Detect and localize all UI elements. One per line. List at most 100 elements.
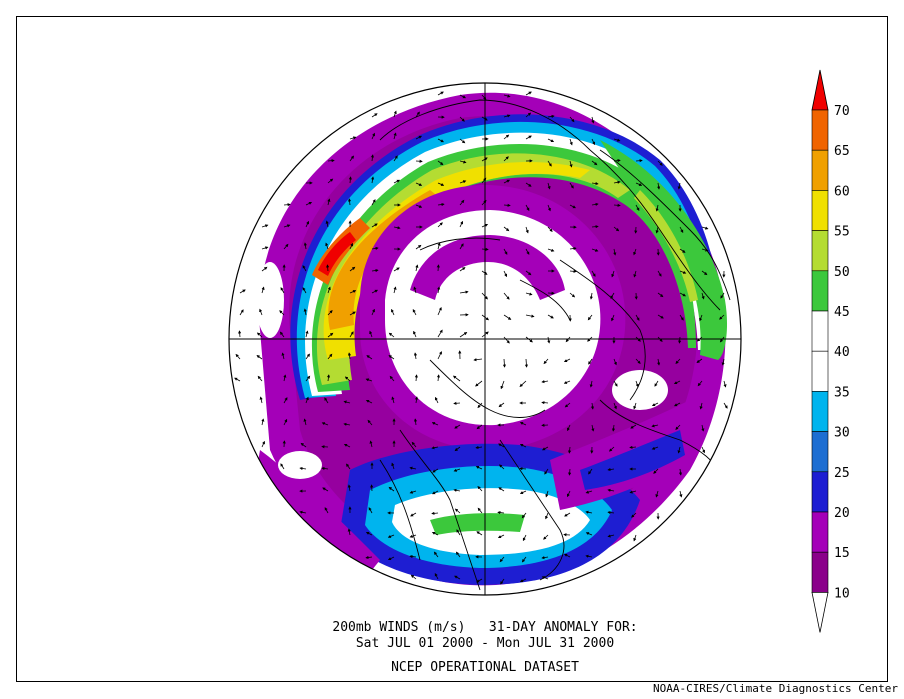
wind-arrow <box>459 160 467 164</box>
colorbar-label: 30 <box>834 426 850 441</box>
wind-arrow <box>413 286 417 294</box>
wind-arrow <box>349 266 356 272</box>
wind-arrow <box>629 445 637 449</box>
wind-arrow <box>371 268 379 273</box>
wind-arrow <box>300 442 307 448</box>
colorbar-label: 35 <box>834 385 850 400</box>
wind-arrow <box>657 292 664 298</box>
wind-arrow <box>305 375 311 382</box>
wind-arrow <box>371 308 375 316</box>
wind-arrow <box>454 575 461 580</box>
wind-arrow <box>525 91 532 96</box>
colorbar-label: 50 <box>834 265 850 280</box>
wind-arrow <box>371 199 376 206</box>
wind-arrow <box>477 486 483 492</box>
wind-arrow <box>567 424 571 432</box>
wind-arrow <box>346 463 351 470</box>
wind-arrow <box>389 375 395 382</box>
wind-arrow <box>655 204 659 212</box>
wind-arrow <box>369 440 373 448</box>
wind-arrow <box>343 443 351 448</box>
wind-arrow <box>481 157 488 162</box>
wind-arrow <box>367 419 373 426</box>
wind-arrow <box>437 91 444 96</box>
wind-arrow <box>261 266 268 272</box>
wind-arrow <box>413 352 418 360</box>
wind-arrow <box>591 424 595 432</box>
wind-arrow <box>327 310 333 316</box>
wind-arrow <box>280 287 285 294</box>
colorbar: 10 15 20 25 30 35 40 45 50 55 60 65 70 <box>811 69 850 633</box>
title-line-3: NCEP OPERATIONAL DATASET <box>391 660 579 675</box>
wind-arrow <box>459 199 465 206</box>
wind-arrow <box>563 358 571 363</box>
wind-arrow <box>591 138 596 146</box>
wind-arrow <box>498 402 505 408</box>
wind-arrow <box>454 424 461 429</box>
wind-arrow <box>701 270 708 276</box>
wind-arrow <box>525 270 532 276</box>
wind-arrow <box>481 292 488 300</box>
wind-arrow <box>677 182 681 190</box>
wind-arrow <box>547 336 551 344</box>
wind-arrow <box>503 314 512 320</box>
wind-arrow <box>324 397 329 404</box>
wind-arrow <box>679 292 687 297</box>
wind-arrow <box>481 116 488 121</box>
wind-arrow <box>239 289 246 294</box>
wind-arrow <box>388 486 395 492</box>
wind-arrow <box>678 468 683 476</box>
colorbar-segment <box>811 551 829 593</box>
wind-arrow <box>365 555 373 560</box>
wind-arrow <box>547 226 553 232</box>
wind-arrow <box>585 510 593 514</box>
wind-arrow <box>431 531 439 536</box>
wind-arrow <box>349 242 354 250</box>
wind-arrow <box>699 314 703 322</box>
wind-arrow <box>719 314 725 320</box>
wind-arrow <box>436 264 440 272</box>
wind-arrow <box>613 402 617 410</box>
wind-arrow <box>431 511 439 515</box>
wind-arrow <box>344 376 351 382</box>
wind-arrow <box>431 422 439 426</box>
wind-arrow <box>633 270 637 278</box>
wind-arrow <box>607 534 615 538</box>
wind-arrow <box>675 424 681 430</box>
wind-arrow <box>563 380 571 384</box>
wind-arrow <box>327 159 335 163</box>
wind-arrow <box>414 374 418 382</box>
wind-arrow <box>613 138 621 142</box>
wind-arrow <box>591 202 599 206</box>
wind-arrow <box>327 178 334 184</box>
wind-arrow <box>569 116 575 123</box>
wind-arrow <box>657 160 663 166</box>
wind-arrow <box>585 554 593 558</box>
wind-arrow <box>481 270 488 275</box>
wind-arrow <box>305 396 309 404</box>
wind-arrow <box>657 182 661 190</box>
wind-arrow <box>347 484 351 492</box>
wind-arrow <box>371 132 375 140</box>
wind-arrow <box>235 353 241 360</box>
wind-arrow <box>261 286 265 294</box>
wind-arrow <box>324 507 329 514</box>
wind-arrow <box>283 374 287 382</box>
wind-arrow <box>497 510 505 515</box>
wind-arrow <box>588 358 593 365</box>
wind-arrow <box>631 512 637 518</box>
wind-arrow <box>415 135 423 140</box>
wind-arrow <box>653 468 659 474</box>
wind-arrow <box>459 267 466 272</box>
wind-arrow <box>349 136 357 140</box>
wind-arrow <box>701 446 705 454</box>
wind-arrow <box>503 248 508 255</box>
wind-arrow <box>283 224 291 228</box>
title-line-1: 200mb WINDS (m/s) 31-DAY ANOMALY FOR: <box>332 620 638 635</box>
wind-arrow <box>613 203 621 207</box>
wind-arrow <box>723 402 728 409</box>
wind-arrow <box>591 116 595 124</box>
wind-arrow <box>525 204 530 212</box>
colorbar-bottom-arrow <box>811 592 829 633</box>
wind-arrow <box>476 424 483 430</box>
